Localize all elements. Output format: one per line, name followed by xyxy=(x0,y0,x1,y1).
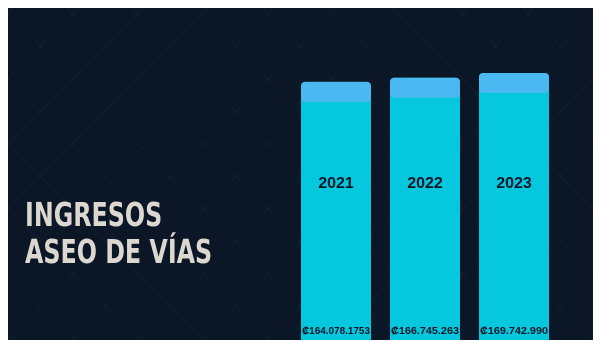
bar-2023 xyxy=(479,73,549,340)
bar-year-label-2021: 2021 xyxy=(318,175,354,192)
bar-2022 xyxy=(390,77,460,340)
bar-2021 xyxy=(301,81,371,340)
bar-group-2022: 2022 ₡166.745.263 xyxy=(390,77,460,340)
bar-value-label-2022: ₡166.745.263 xyxy=(391,326,459,337)
bar-year-label-2023: 2023 xyxy=(496,175,532,192)
bar-value-label-2023: ₡169.742.990 xyxy=(480,326,548,337)
chart-title-line-1: INGRESOS xyxy=(25,195,163,234)
bar-value-label-2021: ₡164.078.1753 xyxy=(302,326,370,337)
chart-frame: INGRESOS ASEO DE VÍAS 2021 ₡164.078.1753 2… xyxy=(8,8,593,340)
bar-cap-2021 xyxy=(301,81,371,102)
chart-title-line-2: ASEO DE VÍAS xyxy=(25,232,213,271)
bar-year-label-2022: 2022 xyxy=(407,175,443,192)
bar-chart: 2021 ₡164.078.1753 2022 ₡166.745.263 2023 ₡16… xyxy=(301,73,549,340)
bar-group-2021: 2021 ₡164.078.1753 xyxy=(301,81,371,340)
bar-group-2023: 2023 ₡169.742.990 xyxy=(479,73,549,340)
bar-cap-2022 xyxy=(390,77,460,98)
bar-cap-2023 xyxy=(479,73,549,93)
